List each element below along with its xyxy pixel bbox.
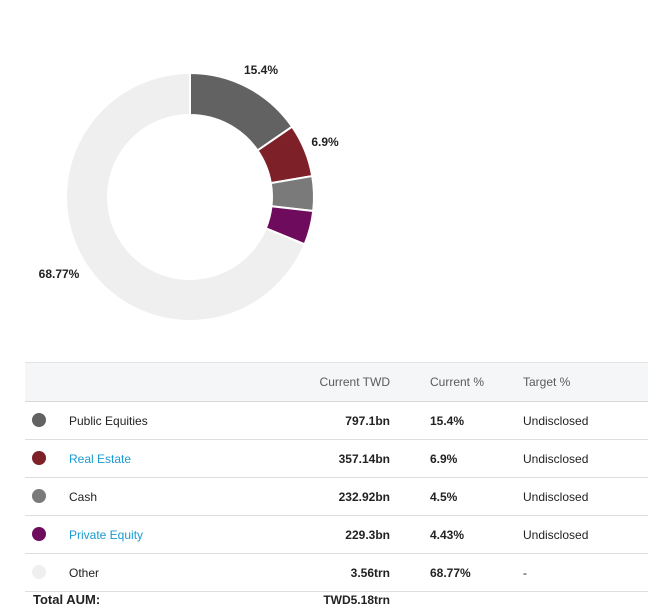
table-row-public-equities: Public Equities 797.1bn 15.4% Undisclose…	[25, 402, 648, 440]
row-current-twd: 357.14bn	[338, 452, 390, 466]
row-name: Cash	[69, 490, 98, 504]
donut-labels: 15.4% 6.9% 68.77%	[39, 63, 339, 281]
header-current-twd: Current TWD	[319, 375, 390, 389]
table-row-other: Other 3.56trn 68.77% -	[25, 554, 648, 592]
row-current-pct: 68.77%	[430, 566, 471, 580]
row-name: Other	[69, 566, 100, 580]
row-name: Public Equities	[69, 414, 148, 428]
data-label-public-equities: 15.4%	[244, 63, 278, 77]
donut-slice-cash[interactable]	[269, 174, 315, 213]
row-current-pct: 4.5%	[430, 490, 458, 504]
table-row-cash: Cash 232.92bn 4.5% Undisclosed	[25, 478, 648, 516]
row-target-pct: Undisclosed	[523, 490, 589, 504]
donut-slice-other[interactable]	[65, 71, 306, 322]
row-current-pct: 4.43%	[430, 528, 465, 542]
allocation-table: Current TWD Current % Target % Public Eq…	[25, 362, 648, 592]
row-current-twd: 797.1bn	[345, 414, 390, 428]
legend-dot-real-estate	[32, 451, 46, 465]
table-row-private-equity: Private Equity 229.3bn 4.43% Undisclosed	[25, 516, 648, 554]
data-label-other: 68.77%	[39, 267, 80, 281]
total-aum-value: TWD5.18trn	[323, 593, 390, 607]
table-header: Current TWD Current % Target %	[25, 362, 648, 402]
data-label-real-estate: 6.9%	[311, 135, 339, 149]
table-row-real-estate: Real Estate 357.14bn 6.9% Undisclosed	[25, 440, 648, 478]
total-aum: Total AUM: TWD5.18trn	[25, 589, 648, 609]
legend-dot-private-equity	[32, 527, 46, 541]
donut-slices	[65, 71, 315, 322]
header-target-pct: Target %	[523, 375, 571, 389]
row-target-pct: -	[523, 566, 527, 580]
row-current-pct: 6.9%	[430, 452, 458, 466]
row-target-pct: Undisclosed	[523, 452, 589, 466]
legend-dot-cash	[32, 489, 46, 503]
private-equity-link[interactable]: Private Equity	[69, 528, 144, 542]
row-target-pct: Undisclosed	[523, 528, 589, 542]
donut-chart: 15.4% 6.9% 68.77%	[39, 63, 339, 322]
total-aum-label: Total AUM:	[33, 592, 101, 607]
row-current-twd: 229.3bn	[345, 528, 390, 542]
row-current-twd: 232.92bn	[338, 490, 390, 504]
row-target-pct: Undisclosed	[523, 414, 589, 428]
row-current-pct: 15.4%	[430, 414, 465, 428]
real-estate-link[interactable]: Real Estate	[69, 452, 132, 466]
legend-dot-other	[32, 565, 46, 579]
row-current-twd: 3.56trn	[350, 566, 390, 580]
header-current-pct: Current %	[430, 375, 485, 389]
legend-dot-public-equities	[32, 413, 46, 427]
